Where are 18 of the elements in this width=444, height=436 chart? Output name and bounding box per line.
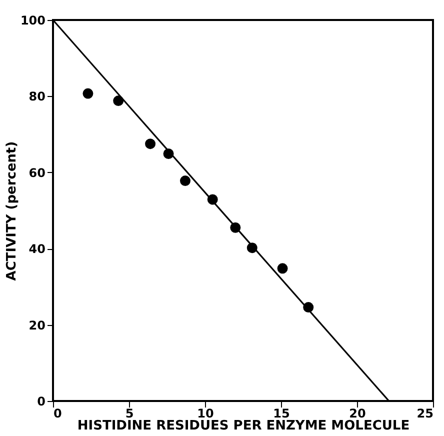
x-tick-label: 5 [125,406,134,420]
x-tick-label: 20 [349,406,366,420]
x-tick-label: 15 [273,406,290,420]
y-tick-label: 60 [28,166,46,180]
point [180,176,190,186]
x-axis-title: HISTIDINE RESIDUES PER ENZYME MOLECULE [77,418,410,434]
x-tick-label: 0 [54,406,62,420]
point [145,138,156,150]
point [82,88,94,99]
y-tick-label: 80 [28,90,46,104]
x-tick-label: 25 [416,406,434,420]
y-tick-label: 20 [28,318,46,332]
point [277,263,288,274]
x-tick-label: 10 [197,406,214,420]
y-axis-title: ACTIVITY (percent) [4,141,20,281]
y-tick-label: 40 [28,242,46,256]
y-tick-label: 100 [20,14,46,28]
y-tick-label: 0 [37,394,46,408]
